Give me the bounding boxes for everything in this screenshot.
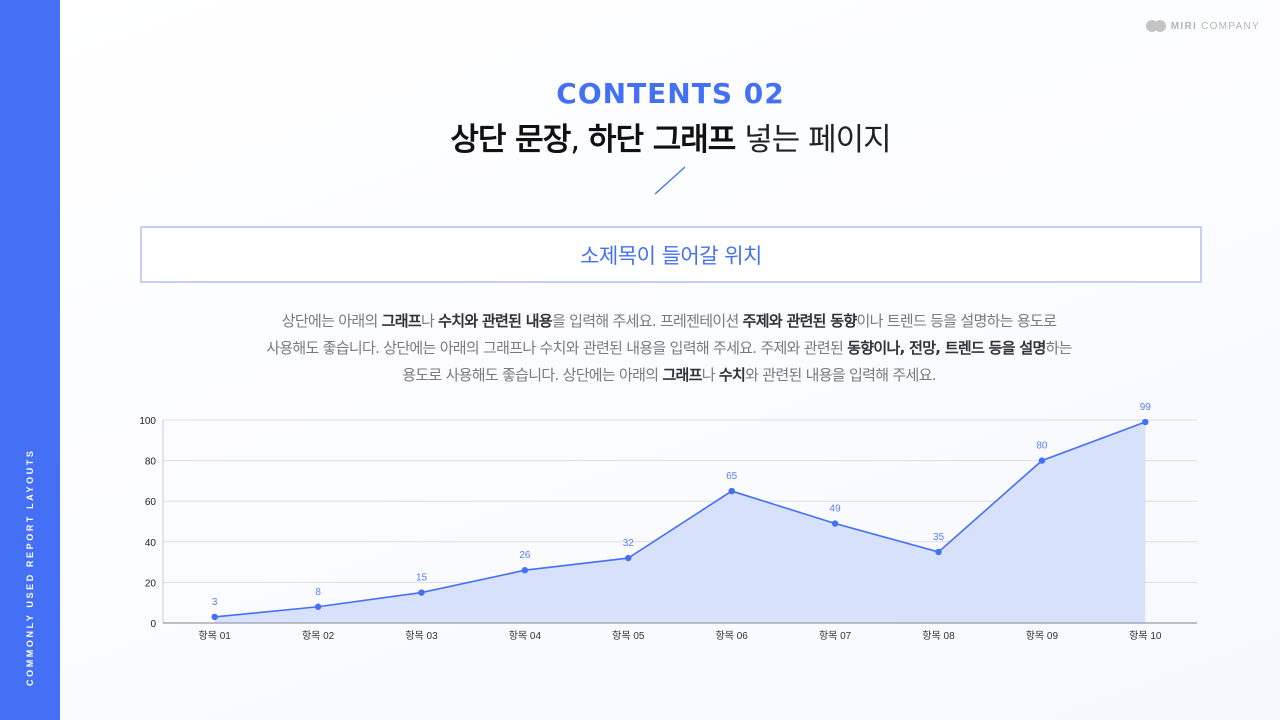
emphasis-text: 주제와 관련된 동향 [742, 312, 858, 330]
data-point[interactable] [521, 567, 529, 574]
data-label: 15 [416, 573, 428, 584]
emphasis-text: 그래프 [662, 366, 702, 384]
y-tick-label: 0 [150, 619, 156, 630]
title-part: 넣는 페이지 [735, 122, 891, 158]
body-line: 사용해도 좋습니다. 상단에는 아래의 그래프나 수치와 관련된 내용을 입력해… [140, 335, 1198, 362]
data-point[interactable] [418, 589, 425, 596]
x-tick-label: 항목 02 [302, 630, 335, 642]
brand-logo: MIRI COMPANY [1145, 20, 1260, 32]
body-text-segment: 용도로 사용해도 좋습니다. 상단에는 아래의 [402, 366, 663, 384]
title-part: 하단 그래프 [587, 122, 736, 158]
body-paragraph: 상단에는 아래의 그래프나 수치와 관련된 내용을 입력해 주세요. 프레젠테이… [140, 308, 1198, 389]
data-label: 3 [212, 597, 218, 608]
x-tick-label: 항목 07 [819, 630, 852, 642]
brand-name-light: COMPANY [1201, 20, 1260, 32]
data-point[interactable] [211, 613, 218, 621]
emphasis-text: 동향이나, 전망, 트렌드 등을 설명 [847, 339, 1046, 357]
data-label: 8 [315, 587, 321, 598]
sidebar-label: COMMONLY USED REPORT LAYOUTS [25, 448, 35, 687]
slash-divider-icon [654, 166, 686, 195]
x-tick-label: 항목 08 [922, 630, 955, 642]
emphasis-text: 수치와 관련된 내용 [438, 312, 553, 330]
subtitle-box: 소제목이 들어갈 위치 [140, 226, 1202, 283]
brand-mark-icon [1145, 20, 1166, 32]
data-label: 80 [1036, 441, 1048, 452]
brand-name: MIRI COMPANY [1171, 21, 1260, 32]
data-label: 99 [1140, 402, 1152, 413]
data-point[interactable] [625, 554, 632, 562]
y-tick-label: 60 [145, 497, 157, 508]
data-point[interactable] [831, 520, 839, 527]
body-text-segment: 상단에는 아래의 [281, 312, 382, 330]
y-tick-label: 40 [145, 538, 157, 549]
body-text-segment: 와 관련된 내용을 입력해 주세요. [745, 366, 936, 384]
data-point[interactable] [935, 548, 942, 556]
body-text-segment: 을 입력해 주세요. 프레젠테이션 [551, 312, 743, 330]
body-line: 용도로 사용해도 좋습니다. 상단에는 아래의 그래프나 수치와 관련된 내용을… [140, 362, 1198, 389]
x-tick-label: 항목 09 [1026, 630, 1059, 642]
title-part: 상단 문장 [450, 122, 571, 158]
data-label: 49 [830, 504, 842, 515]
x-tick-label: 항목 05 [612, 630, 645, 642]
emphasis-text: 수치 [718, 366, 746, 384]
body-text-segment: 나 [701, 366, 719, 384]
series-line [214, 421, 1146, 618]
brand-name-bold: MIRI [1170, 20, 1198, 32]
data-label: 26 [519, 550, 531, 561]
sidebar: COMMONLY USED REPORT LAYOUTS [0, 0, 60, 720]
body-text-segment: 나 [420, 312, 439, 330]
page-title: 상단 문장, 하단 그래프 넣는 페이지 [0, 114, 1280, 159]
body-text-segment: 이나 트렌드 등을 설명하는 용도로 [856, 312, 1057, 330]
title-part: , [570, 122, 588, 158]
area-fill [214, 422, 1146, 623]
x-tick-label: 항목 04 [509, 630, 542, 642]
section-kicker: CONTENTS 02 [556, 77, 785, 110]
x-tick-label: 항목 06 [716, 630, 749, 642]
y-tick-label: 20 [145, 578, 157, 589]
y-tick-label: 80 [145, 457, 157, 468]
x-tick-label: 항목 10 [1129, 630, 1162, 642]
x-tick-label: 항목 01 [199, 630, 232, 642]
body-line: 상단에는 아래의 그래프나 수치와 관련된 내용을 입력해 주세요. 프레젠테이… [140, 308, 1198, 335]
emphasis-text: 그래프 [381, 312, 422, 330]
data-point[interactable] [314, 603, 322, 610]
area-chart: 0 20 40 60 80 100 3 8 15 26 32 65 49 35 80 99 항목 01 항목 02… [130, 396, 1210, 656]
data-label: 32 [623, 538, 635, 549]
data-label: 35 [933, 532, 945, 543]
chart-canvas: 0 20 40 60 80 100 3 8 15 26 32 65 49 35 80 99 항목 01 항목 02… [139, 402, 1197, 642]
data-label: 65 [726, 471, 738, 482]
body-text-segment: 사용해도 좋습니다. 상단에는 아래의 그래프나 수치와 관련된 내용을 입력해… [266, 339, 848, 357]
data-point[interactable] [1038, 457, 1046, 464]
body-text-segment: 하는 [1045, 339, 1073, 357]
y-tick-label: 100 [139, 416, 156, 427]
data-point[interactable] [728, 487, 735, 495]
subtitle-text: 소제목이 들어갈 위치 [580, 243, 762, 268]
x-tick-label: 항목 03 [405, 630, 438, 642]
data-point[interactable] [1142, 418, 1149, 426]
